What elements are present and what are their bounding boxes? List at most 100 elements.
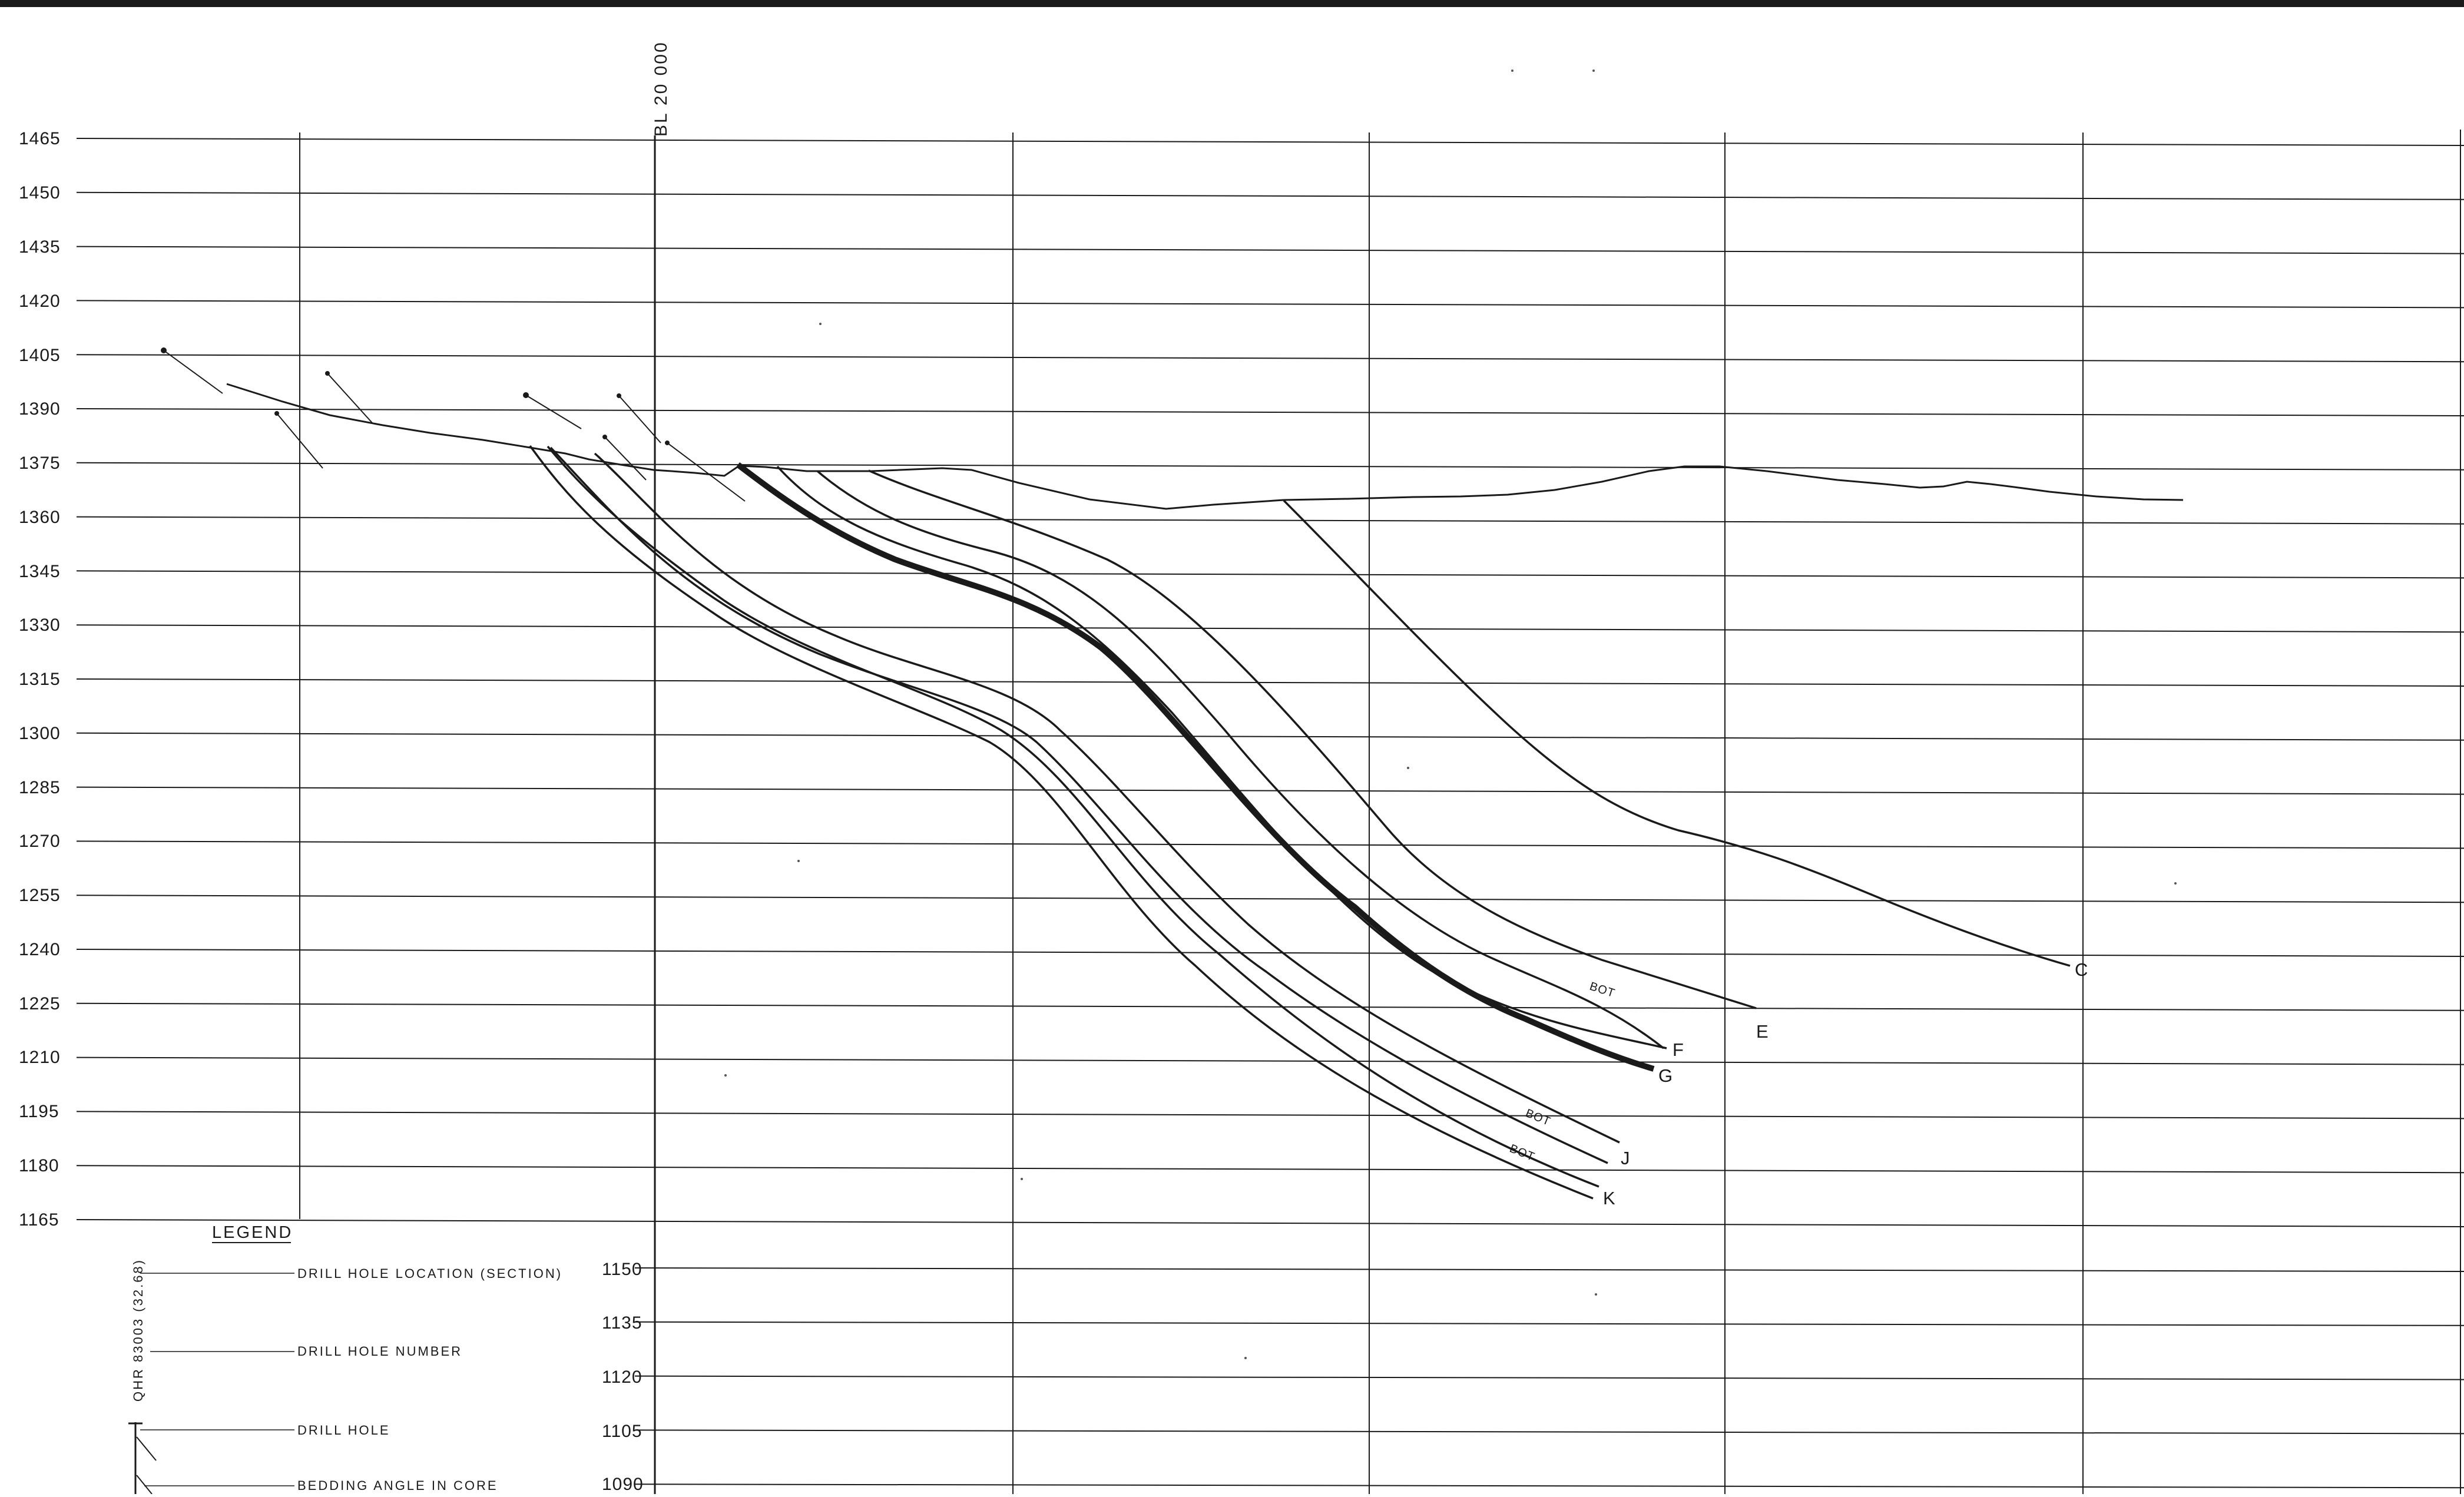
elevation-label-1435: 1435: [19, 237, 61, 257]
seam-k-line: [529, 445, 1594, 1200]
elevation-gridline: [634, 1483, 2464, 1489]
elevation-gridline: [76, 462, 2464, 471]
bot-label-k: BOT: [1508, 1142, 1536, 1164]
elevation-label-1225: 1225: [19, 994, 61, 1014]
elevation-label-1405: 1405: [19, 346, 61, 365]
drill-hole-collar: [325, 371, 330, 376]
ground-surface-line: [226, 383, 2184, 510]
baseline-label: BL 20 000: [651, 41, 671, 137]
elevation-gridline: [634, 1267, 2464, 1272]
elevation-label-1300: 1300: [19, 724, 61, 743]
legend-title: LEGEND: [212, 1223, 293, 1242]
seam-label-g: G: [1658, 1065, 1673, 1086]
drill-hole-trace: [525, 395, 582, 429]
legend-item-drill-hole-number: DRILL HOLE NUMBER: [297, 1344, 462, 1359]
elevation-gridline: [76, 840, 2464, 849]
elevation-gridline: [76, 1056, 2464, 1065]
drill-hole-collar: [665, 441, 670, 445]
seam-label-c: C: [2075, 959, 2088, 980]
elevation-label-1315: 1315: [19, 670, 61, 689]
elevation-label-1105: 1105: [602, 1422, 643, 1441]
elevation-gridline: [76, 300, 2464, 309]
elevation-gridline: [634, 1429, 2464, 1435]
seam-g-upper-line: [776, 465, 1667, 1049]
drill-hole-collar: [602, 435, 607, 439]
elevation-gridline: [76, 732, 2464, 741]
elevation-label-1090: 1090: [602, 1475, 644, 1494]
seam-j-line: [594, 452, 1620, 1144]
elevation-label-1165: 1165: [19, 1210, 59, 1230]
elevation-label-1150: 1150: [602, 1260, 643, 1279]
elevation-label-1375: 1375: [19, 453, 61, 473]
drill-hole-trace: [327, 373, 373, 423]
seam-label-j: J: [1621, 1148, 1630, 1168]
elevation-grid-upper: [76, 130, 2464, 1494]
bot-label-e: BOT: [1588, 980, 1617, 1001]
legend: LEGEND QHR 83003 (32.68) DRILL HOLE LOCA…: [128, 1223, 562, 1495]
legend-sample-hole-id: QHR 83003 (32.68): [131, 1258, 145, 1402]
elevation-gridline: [76, 895, 2464, 903]
elevation-gridline: [634, 1321, 2464, 1326]
legend-item-drill-hole: DRILL HOLE: [297, 1423, 390, 1438]
elevation-gridline: [76, 138, 2464, 146]
elevation-label-1195: 1195: [19, 1102, 59, 1121]
elevation-gridline: [76, 1165, 2464, 1174]
elevation-gridline: [76, 570, 2464, 579]
drill-hole-trace: [163, 350, 223, 394]
elevation-labels-upper: 1465 1450 1435 1420 1405 1390 1375 1360 …: [19, 129, 61, 1230]
seam-label-k: K: [1603, 1188, 1615, 1208]
elevation-gridline: [76, 1002, 2464, 1011]
elevation-label-1240: 1240: [19, 940, 61, 959]
elevation-label-1210: 1210: [19, 1048, 61, 1067]
drill-hole-trace: [604, 436, 647, 481]
drill-hole-collar: [161, 347, 167, 353]
elevation-label-1135: 1135: [602, 1313, 643, 1333]
elevation-label-1345: 1345: [19, 562, 61, 581]
elevation-label-1360: 1360: [19, 508, 61, 527]
elevation-label-1180: 1180: [19, 1156, 59, 1175]
elevation-gridline: [76, 354, 2464, 363]
seam-c-line: [1283, 499, 2071, 967]
elevation-gridline: [76, 408, 2464, 416]
legend-item-drill-hole-location: DRILL HOLE LOCATION (SECTION): [297, 1266, 562, 1281]
elevation-gridline: [76, 191, 2464, 200]
drill-hole-collar: [523, 392, 529, 398]
drill-hole-trace: [667, 442, 746, 502]
seam-f-line: [816, 470, 1665, 1049]
drill-hole-trace: [276, 413, 323, 469]
elevation-label-1420: 1420: [19, 292, 61, 311]
elevation-label-1285: 1285: [19, 778, 61, 797]
elevation-gridline: [76, 678, 2464, 687]
drill-hole-trace: [618, 395, 661, 443]
elevation-gridline: [634, 1375, 2464, 1380]
elevation-gridline: [76, 246, 2464, 254]
seam-label-e: E: [1756, 1021, 1768, 1042]
drill-holes: [161, 347, 746, 502]
sheet-top-border: [0, 0, 2464, 7]
scan-speckle: [724, 69, 2177, 1359]
elevation-gridline: [76, 1219, 2464, 1227]
elevation-grid-lower: [634, 1267, 2464, 1489]
seam-label-f: F: [1673, 1039, 1684, 1060]
elevation-label-1450: 1450: [19, 183, 61, 203]
elevation-label-1390: 1390: [19, 399, 61, 419]
elevation-gridline: [76, 624, 2464, 633]
elevation-label-1330: 1330: [19, 615, 61, 635]
elevation-label-1120: 1120: [602, 1367, 643, 1387]
drill-hole-collar: [617, 393, 621, 398]
elevation-gridline: [76, 516, 2464, 525]
elevation-gridline: [76, 949, 2464, 957]
elevation-label-1270: 1270: [19, 832, 61, 851]
legend-sample-bedding-tick: [136, 1436, 157, 1461]
seam-k-upper-line: [547, 445, 1599, 1188]
seam-j-lower-line: [549, 446, 1608, 1164]
elevation-labels-lower: 1150 1135 1120 1105 1090: [602, 1260, 644, 1494]
elevation-label-1465: 1465: [19, 129, 61, 148]
elevation-gridline: [76, 786, 2464, 795]
seam-g-line: [736, 462, 1655, 1072]
drill-hole-collar: [274, 411, 279, 416]
elevation-label-1255: 1255: [19, 886, 61, 905]
seam-e-line: [868, 469, 1757, 1009]
legend-item-bedding-angle: BEDDING ANGLE IN CORE: [297, 1478, 498, 1493]
